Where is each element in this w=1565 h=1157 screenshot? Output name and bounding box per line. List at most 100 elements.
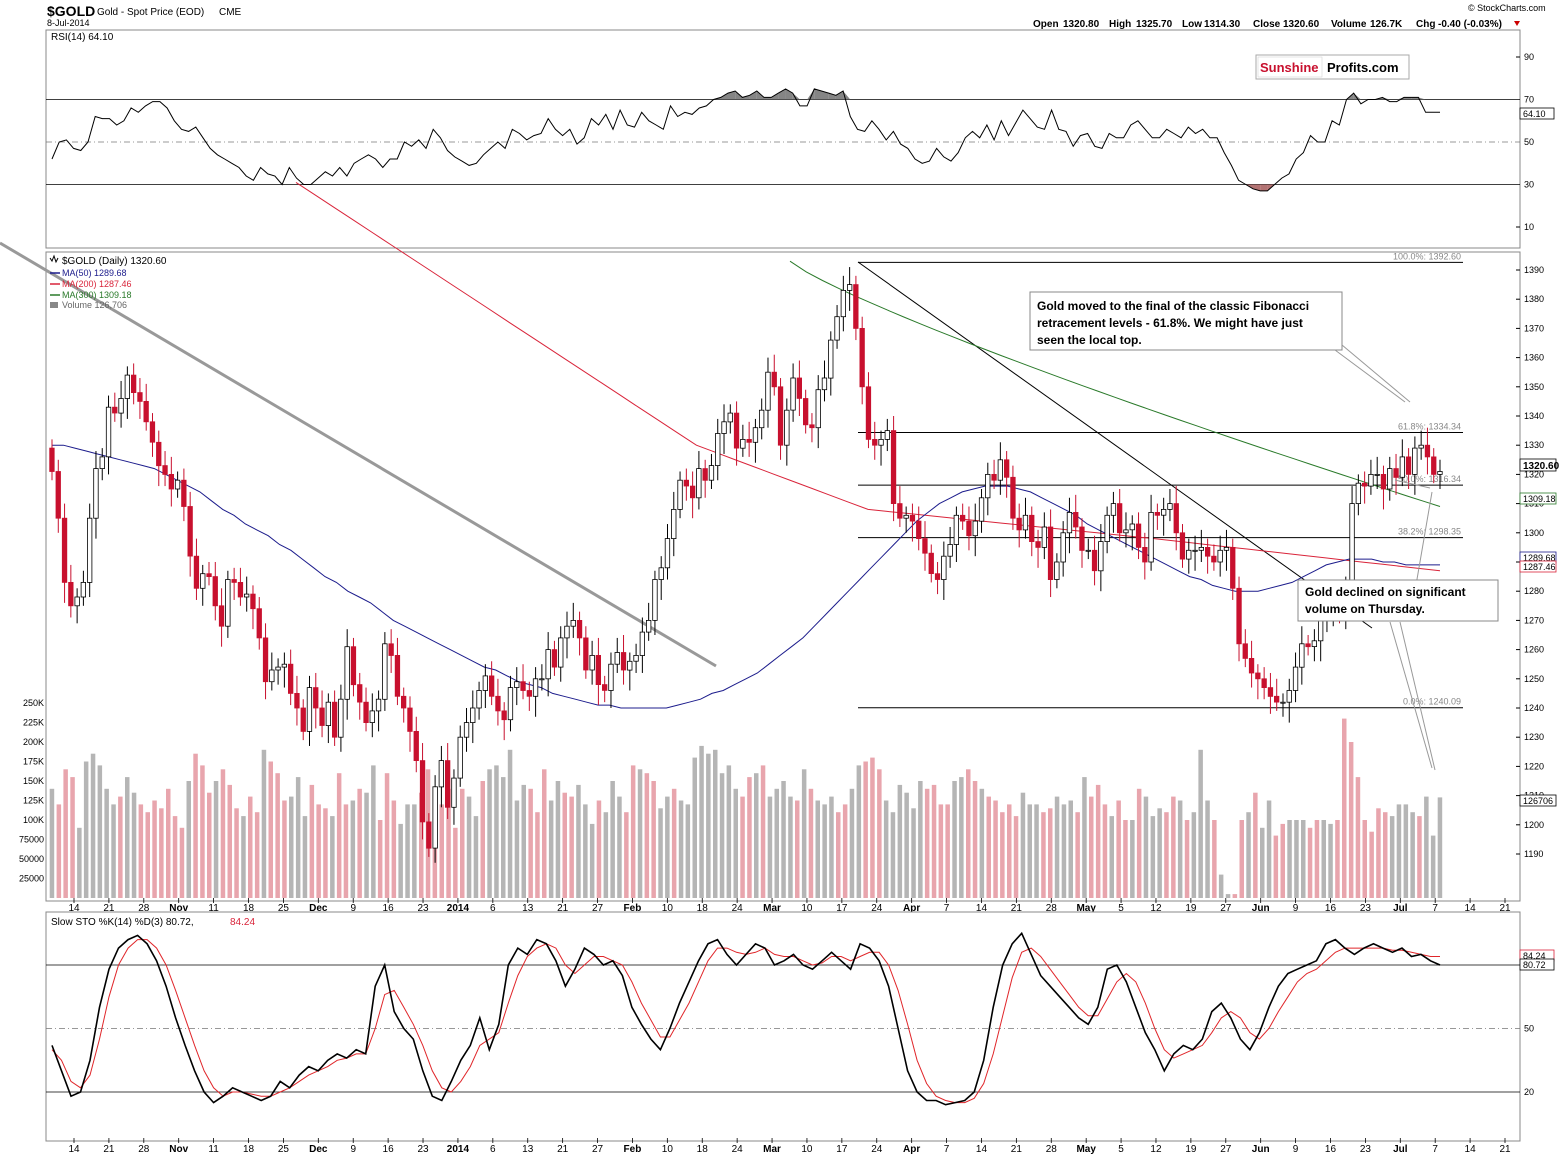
volume-bar bbox=[295, 777, 301, 898]
candle-body bbox=[759, 409, 765, 429]
x-axis-label: 25 bbox=[278, 903, 290, 914]
x-axis-label: 10 bbox=[801, 903, 813, 914]
sunshine-profits-logo: Sunshine Profits.com bbox=[1255, 54, 1410, 80]
candle-body bbox=[790, 377, 796, 411]
volume-bar bbox=[760, 765, 766, 898]
volume-bar bbox=[1287, 820, 1292, 898]
candle-body bbox=[1355, 482, 1361, 505]
candle-body bbox=[55, 471, 61, 519]
x-axis-label: 7 bbox=[944, 1144, 950, 1155]
volume-bar bbox=[220, 769, 226, 898]
price-axis-label: 1230 bbox=[1524, 732, 1544, 742]
volume-bar bbox=[931, 784, 937, 898]
down-arrow-icon bbox=[1514, 21, 1520, 26]
volume-bar bbox=[1095, 784, 1101, 898]
candle-body bbox=[1035, 541, 1041, 548]
candle-body bbox=[658, 567, 664, 580]
x-axis-label: 9 bbox=[350, 903, 356, 914]
price-axis-label: 1250 bbox=[1524, 674, 1544, 684]
volume-bar bbox=[1273, 835, 1279, 898]
candle-body bbox=[206, 573, 212, 578]
candle-body bbox=[49, 447, 55, 472]
candle-body bbox=[149, 421, 156, 443]
volume-bar bbox=[1396, 804, 1402, 898]
x-axis-label: Dec bbox=[309, 1144, 328, 1155]
sto-axis-label: 20 bbox=[1524, 1087, 1534, 1097]
x-axis-label: 12 bbox=[1150, 903, 1162, 914]
fib-diagonal-line bbox=[857, 261, 1373, 629]
volume-bar bbox=[651, 781, 656, 898]
sto-k-tag: 80.72 bbox=[1523, 960, 1546, 970]
x-axis-label: 11 bbox=[208, 903, 219, 914]
x-axis-label: 14 bbox=[1465, 903, 1477, 914]
volume-bar bbox=[90, 753, 96, 898]
rsi-overbought-fill bbox=[763, 97, 772, 100]
volume-bar bbox=[877, 769, 882, 898]
x-axis-label: 27 bbox=[592, 903, 604, 914]
candle-body bbox=[1280, 701, 1286, 704]
volume-axis-label: 75000 bbox=[19, 835, 44, 845]
volume-bar bbox=[1068, 800, 1073, 898]
candle-body bbox=[1437, 471, 1443, 475]
candle-body bbox=[727, 412, 733, 423]
volume-bar bbox=[261, 749, 267, 898]
volume-bar bbox=[706, 753, 711, 898]
volume-bar bbox=[268, 761, 273, 898]
candle-body bbox=[551, 649, 558, 668]
volume-axis-label: 150K bbox=[23, 776, 44, 786]
candle-body bbox=[696, 468, 702, 499]
candle-body bbox=[834, 316, 840, 341]
candle-body bbox=[847, 284, 853, 291]
x-axis-label: 24 bbox=[871, 903, 883, 914]
candle-body bbox=[1418, 444, 1424, 449]
x-axis-label: 18 bbox=[697, 903, 709, 914]
candle-body bbox=[897, 503, 903, 519]
x-axis-label: May bbox=[1076, 1144, 1096, 1155]
x-axis-label: 5 bbox=[1118, 903, 1124, 914]
volume-bar bbox=[589, 823, 595, 898]
candle-body bbox=[1047, 526, 1054, 580]
volume-bar bbox=[1369, 831, 1374, 898]
candle-body bbox=[583, 637, 589, 671]
volume-bar bbox=[576, 784, 581, 898]
volume-bar bbox=[49, 788, 55, 898]
volume-bar bbox=[1136, 788, 1142, 898]
ma50-line bbox=[52, 444, 1440, 709]
candle-body bbox=[331, 701, 338, 738]
candle-body bbox=[1029, 514, 1035, 542]
candle-body bbox=[451, 777, 457, 808]
volume-bar bbox=[364, 792, 369, 898]
candle-body bbox=[1305, 643, 1311, 648]
volume-bar bbox=[685, 804, 691, 898]
sto-frame bbox=[45, 911, 1521, 1142]
annotation-fibonacci: Gold moved to the final of the classic F… bbox=[1029, 291, 1411, 403]
volume-bar bbox=[966, 769, 971, 898]
volume-bar bbox=[111, 804, 116, 898]
volume-bar bbox=[1048, 808, 1053, 898]
volume-bar bbox=[200, 765, 205, 898]
candle-body bbox=[1424, 444, 1431, 458]
candle-body bbox=[608, 663, 614, 691]
candle-body bbox=[294, 693, 300, 709]
close-value: 1320.60 bbox=[1283, 19, 1320, 30]
candle-body bbox=[1192, 549, 1198, 552]
x-axis-label: 28 bbox=[1046, 1144, 1058, 1155]
x-axis-label: 9 bbox=[350, 1144, 356, 1155]
candle-body bbox=[1318, 620, 1324, 642]
x-axis-label: 13 bbox=[522, 903, 534, 914]
candle-body bbox=[1311, 640, 1317, 647]
volume-bar bbox=[569, 796, 574, 898]
candle-body bbox=[80, 582, 86, 598]
candle-body bbox=[1060, 532, 1066, 563]
candle-body bbox=[319, 707, 325, 726]
volume-bar bbox=[904, 792, 909, 898]
candle-body bbox=[1022, 514, 1029, 531]
volume-bar bbox=[644, 773, 650, 898]
candle-body bbox=[181, 479, 187, 507]
legend-ma200: MA(200) 1287.46 bbox=[62, 279, 132, 289]
candle-body bbox=[614, 652, 620, 665]
candle-body bbox=[1292, 666, 1299, 691]
volume-bar bbox=[836, 812, 841, 898]
candle-body bbox=[1217, 549, 1223, 563]
